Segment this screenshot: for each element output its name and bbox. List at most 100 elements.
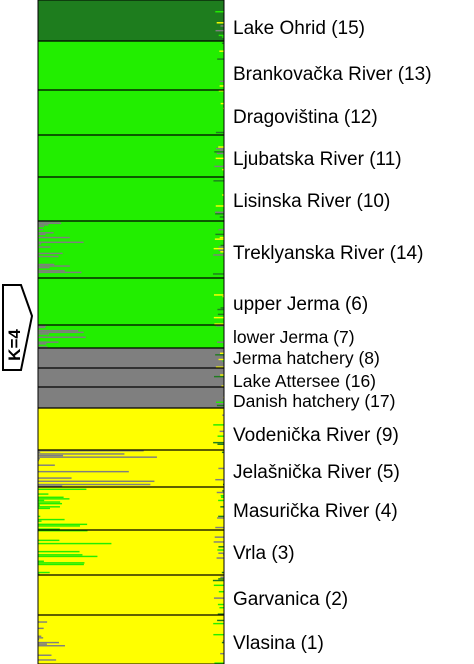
edge-admixture: [220, 506, 224, 508]
admixture-sliver: [38, 233, 46, 236]
edge-admixture: [217, 443, 224, 445]
population-block: [38, 90, 224, 135]
admixture-sliver: [38, 562, 85, 564]
population-block: [38, 348, 224, 368]
edge-admixture: [213, 622, 224, 625]
edge-admixture: [212, 579, 224, 582]
edge-admixture: [215, 233, 224, 236]
admixture-sliver: [38, 525, 80, 527]
admixture-sliver: [38, 241, 84, 244]
admixture-sliver: [38, 563, 84, 566]
cluster-bar-green: [38, 177, 224, 221]
edge-admixture: [219, 80, 224, 82]
admixture-sliver: [38, 480, 155, 483]
cluster-bar-green: [38, 221, 224, 278]
cluster-bar-green: [38, 325, 224, 348]
edge-admixture: [222, 194, 224, 196]
cluster-bar-gray: [38, 348, 224, 368]
admixture-sliver: [38, 456, 157, 458]
population-labels: Lake Ohrid (15) Brankovačka River (13) Dra…: [233, 18, 432, 654]
admixture-sliver: [38, 523, 88, 526]
population-label: Brankovačka River (13): [233, 64, 432, 85]
admixture-sliver: [38, 518, 65, 521]
admixture-sliver: [38, 488, 87, 491]
cluster-bar-dark_green: [38, 0, 224, 41]
admixture-sliver: [38, 506, 60, 508]
edge-admixture: [213, 541, 224, 543]
cluster-bar-green: [38, 135, 224, 177]
admixture-sliver: [38, 507, 51, 510]
edge-admixture: [222, 360, 224, 362]
admixture-sliver: [38, 621, 48, 623]
admixture-sliver: [38, 501, 61, 503]
population-label: Vodenička River (9): [233, 425, 399, 446]
edge-admixture: [215, 205, 224, 207]
edge-admixture: [221, 451, 224, 454]
edge-admixture: [222, 640, 224, 642]
population-block: [38, 487, 224, 530]
edge-admixture: [220, 652, 224, 655]
edge-admixture: [220, 374, 224, 376]
cluster-bar-green: [38, 90, 224, 135]
cluster-bar-green: [38, 41, 224, 90]
edge-admixture: [215, 325, 224, 327]
edge-admixture: [214, 238, 224, 240]
edge-admixture: [213, 597, 224, 599]
admixture-sliver: [38, 493, 49, 495]
edge-admixture: [220, 244, 224, 247]
admixture-sliver: [38, 326, 46, 329]
edge-admixture: [214, 151, 224, 153]
edge-admixture: [222, 483, 224, 486]
edge-admixture: [219, 216, 224, 218]
edge-admixture: [214, 662, 224, 664]
edge-admixture: [216, 152, 224, 155]
population-label: Garvanica (2): [233, 589, 348, 610]
edge-admixture: [213, 294, 224, 296]
edge-admixture: [215, 366, 224, 368]
edge-admixture: [218, 546, 224, 548]
edge-admixture: [217, 308, 224, 311]
population-block: [38, 575, 224, 615]
admixture-sliver: [38, 504, 40, 506]
admixture-bars: [38, 0, 224, 664]
admixture-sliver: [38, 453, 125, 455]
population-block: [38, 408, 224, 450]
edge-admixture: [222, 490, 224, 492]
cluster-bar-yellow: [38, 575, 224, 615]
admixture-sliver: [38, 554, 83, 556]
admixture-sliver: [38, 645, 65, 647]
population-label: Jelašnička River (5): [233, 462, 400, 483]
edge-admixture: [220, 102, 224, 105]
admixture-sliver: [38, 221, 60, 223]
population-block: [38, 177, 224, 221]
edge-admixture: [213, 247, 224, 250]
edge-admixture: [222, 414, 224, 416]
admixture-sliver: [38, 464, 55, 466]
admixture-sliver: [38, 485, 63, 487]
population-label: Dragoviština (12): [233, 107, 378, 128]
edge-admixture: [220, 25, 224, 27]
k-label: K=4: [5, 329, 24, 361]
admixture-sliver: [38, 266, 50, 269]
population-block: [38, 41, 224, 90]
edge-admixture: [215, 354, 224, 356]
admixture-sliver: [38, 571, 50, 574]
admixture-sliver: [38, 539, 60, 542]
edge-admixture: [215, 478, 224, 481]
edge-admixture: [217, 58, 224, 60]
admixture-sliver: [38, 573, 40, 575]
admixture-sliver: [38, 454, 64, 457]
edge-admixture: [222, 168, 224, 171]
population-label: upper Jerma (6): [233, 294, 368, 315]
edge-admixture: [217, 619, 224, 622]
admixture-sliver: [38, 627, 44, 630]
population-label: Lisinska River (10): [233, 191, 390, 212]
cluster-bar-yellow: [38, 487, 224, 530]
edge-admixture: [219, 607, 224, 609]
admixture-sliver: [38, 346, 48, 348]
edge-admixture: [215, 131, 224, 134]
edge-admixture: [217, 341, 224, 343]
edge-admixture: [216, 557, 224, 559]
edge-admixture: [216, 22, 224, 24]
edge-admixture: [218, 578, 224, 580]
